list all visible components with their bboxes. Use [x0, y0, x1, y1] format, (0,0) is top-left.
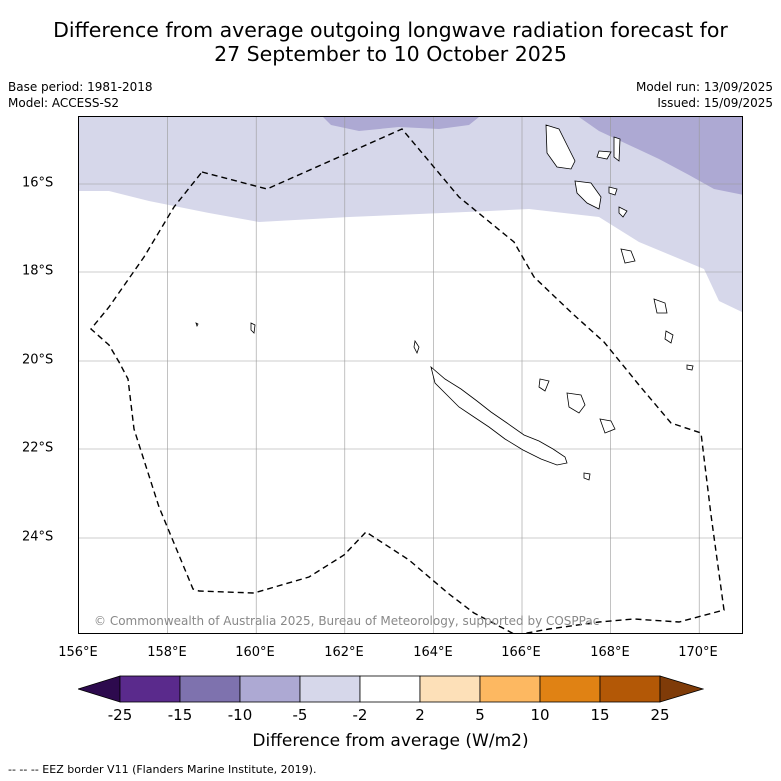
lon-tick-160: 160°E — [235, 645, 275, 660]
vanuatu-epi — [618, 206, 628, 218]
vanuatu-aneityum — [686, 364, 694, 371]
colorbar-tick: -15 — [167, 706, 193, 724]
colorbar-swatch-5 — [359, 675, 421, 703]
lat-tick-16s: 16°S — [22, 175, 54, 191]
colorbar-swatch-8 — [539, 675, 601, 703]
colorbar-tick: 10 — [530, 706, 550, 724]
loyalty-island-mare — [599, 418, 616, 434]
colorbar-tick: -25 — [107, 706, 133, 724]
lon-tick-162: 162°E — [324, 645, 364, 660]
anomaly-band-minus-10-right — [579, 117, 742, 195]
map-title: Difference from average outgoing longwav… — [0, 18, 781, 66]
chesterfield-islet-b — [195, 322, 199, 328]
vanuatu-ambrym — [608, 186, 618, 196]
lon-tick-166: 166°E — [501, 645, 541, 660]
title-line-1: Difference from average outgoing longwav… — [53, 18, 728, 42]
anomaly-band-minus-10-top — [323, 117, 479, 131]
meta-right: Model run: 13/09/2025 Issued: 15/09/2025 — [636, 79, 773, 111]
anomaly-band-minus-5 — [79, 117, 742, 313]
map-panel — [78, 116, 743, 634]
vanuatu-maewo — [596, 150, 612, 160]
colorbar-swatch-7 — [479, 675, 541, 703]
colorbar-swatch-4 — [299, 675, 361, 703]
isle-of-pines — [583, 472, 591, 481]
base-period: Base period: 1981-2018 — [8, 80, 153, 94]
belep-islands — [413, 339, 420, 355]
colorbar — [78, 675, 704, 703]
lat-tick-18s: 18°S — [22, 263, 54, 279]
lat-tick-24s: 24°S — [22, 529, 54, 545]
colorbar-tick: -10 — [227, 706, 253, 724]
colorbar-tick: -5 — [292, 706, 308, 724]
colorbar-tick: -2 — [352, 706, 368, 724]
colorbar-swatch-2 — [179, 675, 241, 703]
lon-tick-170: 170°E — [678, 645, 718, 660]
lat-tick-20s: 20°S — [22, 352, 54, 368]
colorbar-swatch-6 — [419, 675, 481, 703]
colorbar-tick: 25 — [650, 706, 670, 724]
colorbar-swatch-9 — [599, 675, 661, 703]
new-caledonia-island — [430, 365, 568, 466]
vanuatu-espiritu-santo — [545, 124, 576, 170]
loyalty-island-lifou — [566, 392, 586, 414]
vanuatu-malakula — [574, 180, 602, 210]
colorbar-tick: 5 — [475, 706, 485, 724]
chesterfield-islet-a — [250, 322, 256, 334]
lon-tick-168: 168°E — [590, 645, 630, 660]
eez-footnote: -- -- -- EEZ border V11 (Flanders Marine… — [8, 763, 317, 776]
map-canvas — [79, 117, 742, 633]
vanuatu-tanna — [664, 330, 674, 344]
loyalty-island-ouvea — [538, 378, 550, 392]
coastlines — [195, 124, 694, 481]
lon-tick-158: 158°E — [147, 645, 187, 660]
model-name: Model: ACCESS-S2 — [8, 96, 120, 110]
lon-tick-156: 156°E — [58, 645, 98, 660]
issued-date: Issued: 15/09/2025 — [657, 96, 773, 110]
colorbar-swatch-3 — [239, 675, 301, 703]
eez-border — [90, 128, 725, 633]
colorbar-label: Difference from average (W/m2) — [252, 731, 529, 751]
colorbar-tick: 2 — [415, 706, 425, 724]
colorbar-extend-high — [659, 675, 704, 703]
vanuatu-erromango — [653, 298, 668, 314]
gridlines — [79, 117, 742, 633]
meta-left: Base period: 1981-2018 Model: ACCESS-S2 — [8, 79, 153, 111]
colorbar-swatch-1 — [119, 675, 181, 703]
copyright-notice: © Commonwealth of Australia 2025, Bureau… — [94, 614, 600, 628]
colorbar-extend-low — [78, 675, 121, 703]
model-run: Model run: 13/09/2025 — [635, 80, 773, 94]
lon-tick-164: 164°E — [413, 645, 453, 660]
title-line-2: 27 September to 10 October 2025 — [214, 42, 567, 66]
vanuatu-pentecost — [613, 136, 621, 162]
lat-tick-22s: 22°S — [22, 440, 54, 456]
colorbar-tick: 15 — [590, 706, 610, 724]
vanuatu-efate — [620, 248, 636, 264]
